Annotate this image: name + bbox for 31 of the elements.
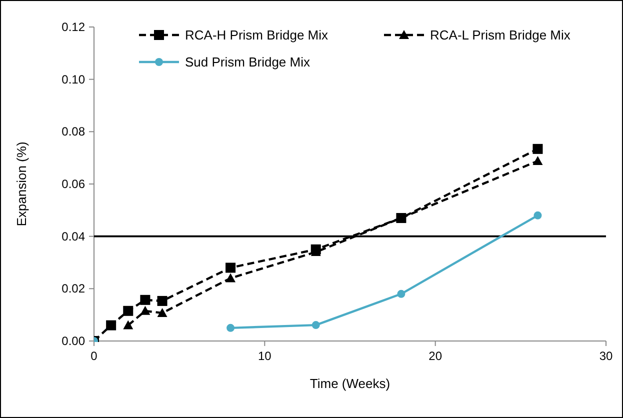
- legend-label: RCA-L Prism Bridge Mix: [430, 28, 571, 42]
- y-axis-title: Expansion (%): [14, 142, 29, 226]
- point: [157, 308, 168, 317]
- y-tick-label: 0.06: [62, 177, 86, 191]
- y-tick-label: 0.04: [62, 229, 86, 244]
- point: [312, 321, 320, 330]
- point: [534, 211, 542, 220]
- x-tick-label: 20: [428, 349, 442, 363]
- x-tick-label: 0: [90, 349, 98, 363]
- point: [140, 294, 150, 305]
- point: [532, 144, 543, 154]
- point: [226, 273, 236, 282]
- point: [123, 320, 134, 330]
- y-tick-label: 0.08: [62, 124, 86, 139]
- y-tick-label: 0.02: [62, 282, 86, 296]
- y-tick-label: 0.12: [62, 20, 86, 34]
- point: [106, 320, 116, 330]
- point: [226, 324, 235, 332]
- point: [532, 156, 543, 165]
- legend-label: RCA-H Prism Bridge Mix: [185, 28, 329, 42]
- y-tick-label: 0.00: [62, 334, 86, 348]
- y-tick-label: 0.10: [62, 72, 86, 86]
- x-tick-label: 30: [599, 349, 613, 363]
- point: [226, 262, 236, 273]
- legend-label: Sud Prism Bridge Mix: [185, 54, 310, 70]
- point: [123, 306, 134, 316]
- x-axis-title: Time (Weeks): [310, 376, 390, 391]
- point: [140, 306, 150, 315]
- x-tick-label: 10: [258, 349, 272, 363]
- point: [157, 296, 168, 306]
- point: [397, 290, 406, 298]
